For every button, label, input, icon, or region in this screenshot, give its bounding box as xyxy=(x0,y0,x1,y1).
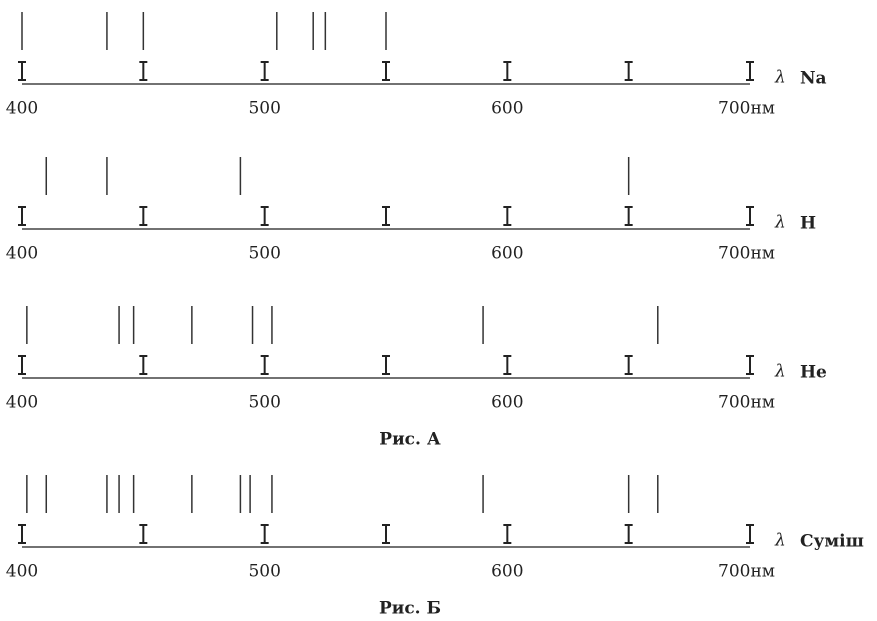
axis-symbol: λ xyxy=(774,362,786,382)
x-tick-label: 400 xyxy=(6,244,38,264)
figure-caption: Рис. А xyxy=(379,430,441,450)
tick-mark xyxy=(624,206,633,226)
tick-mark xyxy=(382,355,390,375)
tick-mark xyxy=(624,61,633,81)
tick-mark xyxy=(382,206,390,226)
x-tick-label: 700нм xyxy=(718,562,775,582)
x-tick-label: 600 xyxy=(491,393,523,413)
tick-mark xyxy=(503,524,512,544)
x-tick-label: 700нм xyxy=(718,99,775,119)
tick-mark xyxy=(746,355,754,375)
axis-symbol: λ xyxy=(774,213,786,233)
x-tick-label: 500 xyxy=(248,244,280,264)
tick-mark xyxy=(503,206,512,226)
tick-mark xyxy=(139,61,148,81)
tick-mark xyxy=(382,524,390,544)
tick-mark xyxy=(746,206,754,226)
tick-mark xyxy=(18,61,26,81)
tick-mark xyxy=(260,61,269,81)
spectrum-label: He xyxy=(800,363,827,383)
x-tick-label: 600 xyxy=(491,562,523,582)
tick-mark xyxy=(18,206,26,226)
axis-symbol: λ xyxy=(774,531,786,551)
x-tick-label: 500 xyxy=(248,99,280,119)
tick-mark xyxy=(139,206,148,226)
tick-mark xyxy=(260,355,269,375)
x-tick-label: 700нм xyxy=(718,244,775,264)
x-tick-label: 600 xyxy=(491,99,523,119)
tick-mark xyxy=(746,61,754,81)
axis-symbol: λ xyxy=(774,68,786,88)
tick-mark xyxy=(746,524,754,544)
x-tick-label: 400 xyxy=(6,99,38,119)
tick-mark xyxy=(139,524,148,544)
tick-mark xyxy=(503,355,512,375)
tick-mark xyxy=(382,61,390,81)
tick-mark xyxy=(260,206,269,226)
tick-mark xyxy=(18,524,26,544)
spectrum-label: Суміш xyxy=(800,532,864,552)
tick-mark xyxy=(260,524,269,544)
x-tick-label: 500 xyxy=(248,562,280,582)
tick-mark xyxy=(18,355,26,375)
tick-mark xyxy=(624,355,633,375)
tick-mark xyxy=(139,355,148,375)
x-tick-label: 400 xyxy=(6,562,38,582)
tick-mark xyxy=(624,524,633,544)
tick-mark xyxy=(503,61,512,81)
x-tick-label: 400 xyxy=(6,393,38,413)
spectrum-label: H xyxy=(800,214,816,234)
x-tick-label: 500 xyxy=(248,393,280,413)
x-tick-label: 600 xyxy=(491,244,523,264)
spectrum-label: Na xyxy=(800,69,827,89)
x-tick-label: 700нм xyxy=(718,393,775,413)
figure-caption: Рис. Б xyxy=(379,599,441,619)
